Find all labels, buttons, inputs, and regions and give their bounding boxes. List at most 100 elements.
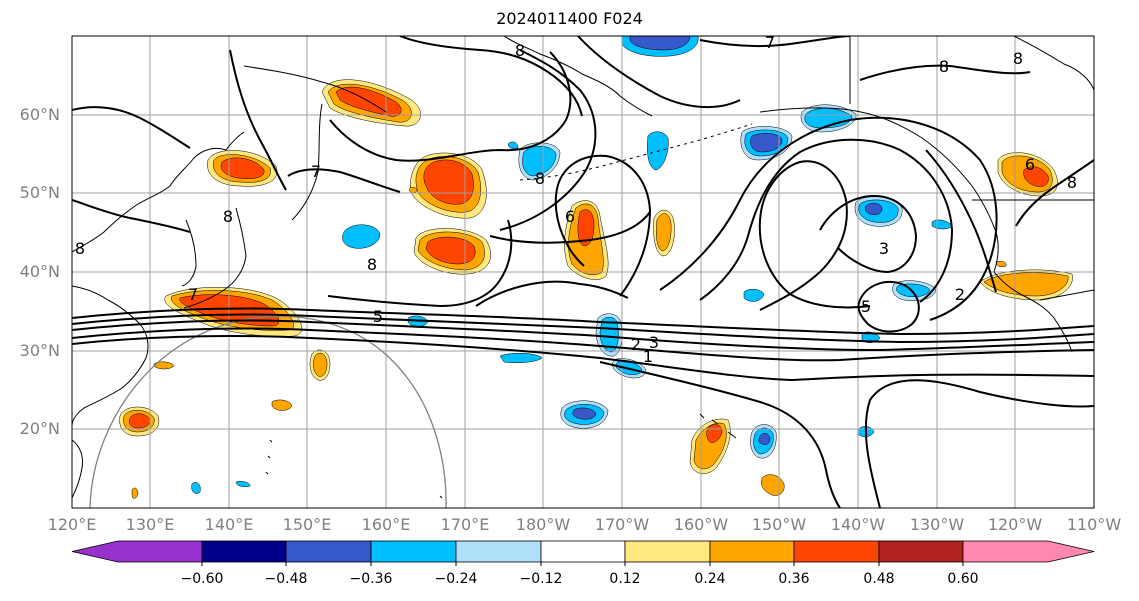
coastline-siberia bbox=[243, 65, 387, 113]
colorbar-tick-label: −0.36 bbox=[349, 571, 393, 587]
colorbar-segment bbox=[709, 540, 795, 563]
height-contour bbox=[72, 335, 1094, 382]
colorbar-segment bbox=[793, 540, 880, 563]
anomaly-region bbox=[761, 474, 785, 496]
height-contour bbox=[287, 168, 401, 193]
lat-label: 20°N bbox=[19, 419, 60, 438]
anomaly-region bbox=[235, 480, 251, 488]
height-contour bbox=[1015, 159, 1094, 227]
range-circle bbox=[89, 315, 447, 508]
colorbar-tick-label: −0.48 bbox=[264, 571, 308, 587]
height-contour bbox=[699, 138, 954, 303]
anomaly-region bbox=[572, 407, 597, 420]
coastline-northeast bbox=[849, 36, 1094, 104]
contour-label: 7 bbox=[188, 285, 198, 304]
lon-label: 180°W bbox=[515, 515, 571, 534]
anomaly-region bbox=[129, 413, 151, 429]
height-contour bbox=[72, 307, 1094, 336]
anomaly-region bbox=[499, 353, 543, 364]
anomaly-region bbox=[153, 361, 175, 370]
anomaly-region bbox=[656, 213, 672, 252]
colorbar-segment bbox=[285, 540, 372, 563]
anomaly-region bbox=[313, 353, 328, 377]
anomaly-region bbox=[507, 141, 519, 150]
anomaly-region bbox=[522, 146, 557, 177]
contour-label: 7 bbox=[765, 33, 775, 52]
colorbar-tick-label: −0.12 bbox=[519, 571, 563, 587]
lon-label: 130°E bbox=[125, 515, 175, 534]
lat-label: 40°N bbox=[19, 262, 60, 281]
height-contour bbox=[859, 64, 1031, 81]
contour-label: 8 bbox=[1013, 49, 1023, 68]
height-contour bbox=[659, 116, 998, 321]
contour-label: 3 bbox=[879, 239, 889, 258]
height-contour bbox=[577, 36, 741, 108]
lon-label: 150°E bbox=[282, 515, 332, 534]
height-contour bbox=[329, 51, 572, 162]
contour-label: 8 bbox=[1067, 173, 1077, 192]
contour-label: 8 bbox=[515, 41, 525, 60]
map-frame bbox=[71, 35, 1095, 509]
graticule bbox=[72, 36, 1094, 508]
coastline-korea bbox=[181, 219, 197, 287]
colorbar-segment bbox=[540, 540, 626, 563]
contour-label: 2 bbox=[955, 285, 965, 304]
lon-label: 170°E bbox=[440, 515, 490, 534]
anomaly-region bbox=[599, 317, 619, 353]
colorbar-tick-label: 0.60 bbox=[947, 571, 979, 587]
contour-label: 5 bbox=[373, 307, 383, 326]
lon-label: 150°W bbox=[751, 515, 807, 534]
lon-label: 120°E bbox=[47, 515, 97, 534]
anomaly-region bbox=[271, 399, 293, 411]
contour-label: 2 bbox=[631, 335, 641, 354]
height-contour bbox=[72, 106, 191, 149]
contour-label: 5 bbox=[861, 297, 871, 316]
lat-label: 60°N bbox=[19, 105, 60, 124]
shaded-field-layer bbox=[119, 36, 1073, 499]
height-contour bbox=[489, 211, 651, 244]
height-contour bbox=[499, 49, 597, 231]
coastline-philippines bbox=[72, 439, 83, 499]
pacific-islands bbox=[265, 439, 443, 499]
contour-label: 8 bbox=[223, 207, 233, 226]
anomaly-region bbox=[220, 157, 265, 179]
contour-label: 1 bbox=[643, 347, 653, 366]
colorbar-tick-label: 0.48 bbox=[863, 571, 895, 587]
height-contour bbox=[819, 194, 918, 274]
height-contour bbox=[857, 281, 920, 333]
colorbar-tick-label: 0.36 bbox=[778, 571, 810, 587]
colorbar-segment bbox=[370, 540, 457, 563]
height-contour bbox=[599, 361, 841, 508]
lon-label: 130°W bbox=[909, 515, 965, 534]
anomaly-region bbox=[425, 236, 476, 265]
anomaly-region bbox=[629, 36, 691, 51]
lat-label: 50°N bbox=[19, 183, 60, 202]
colorbar-segment bbox=[878, 540, 964, 563]
coastline-japan bbox=[183, 207, 247, 309]
anomaly-region bbox=[750, 133, 783, 153]
anomaly-region bbox=[191, 482, 201, 494]
colorbar-segment bbox=[962, 540, 1095, 563]
height-contour bbox=[72, 319, 1094, 352]
contour-label: 8 bbox=[75, 239, 85, 258]
contour-label: 6 bbox=[565, 207, 575, 226]
height-contour bbox=[72, 199, 191, 233]
anomaly-region bbox=[342, 224, 381, 249]
coastline-asia bbox=[72, 131, 245, 253]
anomaly-region bbox=[896, 283, 931, 297]
lon-label: 160°E bbox=[361, 515, 411, 534]
contour-label: 8 bbox=[367, 255, 377, 274]
height-contour bbox=[229, 49, 287, 191]
height-contour bbox=[925, 149, 997, 293]
coastline-alaska bbox=[503, 36, 653, 117]
lon-label: 110°W bbox=[1066, 515, 1122, 534]
lon-label: 140°E bbox=[204, 515, 254, 534]
colorbar-segment bbox=[455, 540, 542, 563]
lon-label: 140°W bbox=[830, 515, 886, 534]
height-contour bbox=[758, 160, 871, 311]
lon-label: 170°W bbox=[594, 515, 650, 534]
border-mexico bbox=[1039, 289, 1094, 301]
anomaly-region bbox=[995, 260, 1007, 268]
lat-label: 30°N bbox=[19, 341, 60, 360]
